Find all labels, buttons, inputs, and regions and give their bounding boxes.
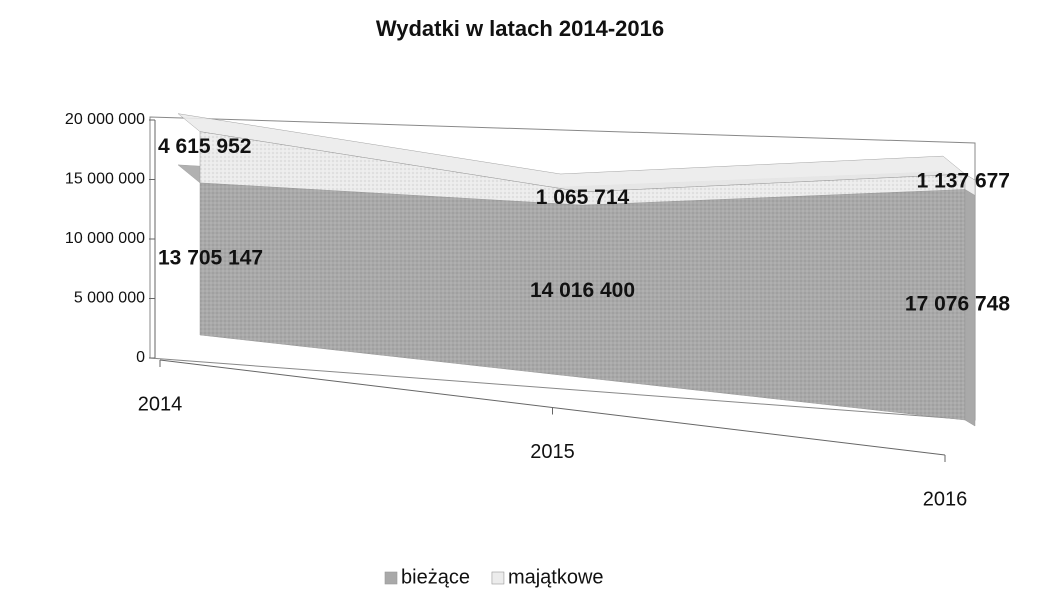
legend-swatch (384, 571, 398, 585)
legend-label: bieżące (401, 566, 470, 588)
y-tick-label: 0 (136, 349, 145, 366)
value-label: 1 065 714 (536, 186, 630, 209)
x-tick-label: 2014 (138, 393, 183, 415)
x-tick-label: 2016 (923, 488, 968, 510)
legend-label: majątkowe (508, 566, 604, 588)
y-tick-label: 5 000 000 (74, 290, 145, 307)
chart-title: Wydatki w latach 2014-2016 (376, 16, 664, 41)
value-label: 14 016 400 (530, 279, 635, 302)
value-label: 1 137 677 (917, 169, 1010, 192)
area-texture (200, 131, 965, 206)
value-label: 4 615 952 (158, 135, 251, 158)
y-tick-label: 20 000 000 (65, 111, 145, 128)
value-label: 13 705 147 (158, 246, 263, 269)
y-tick-label: 10 000 000 (65, 230, 145, 247)
x-tick-label: 2015 (530, 441, 575, 463)
area-texture (200, 182, 965, 420)
area-side (964, 173, 976, 196)
y-tick-label: 15 000 000 (65, 171, 145, 188)
plot: 0 5 000 000 10 000 000 15 000 000 20 000 000… (65, 111, 1010, 510)
legend-swatch (491, 571, 505, 585)
value-label: 17 076 748 (905, 292, 1010, 315)
